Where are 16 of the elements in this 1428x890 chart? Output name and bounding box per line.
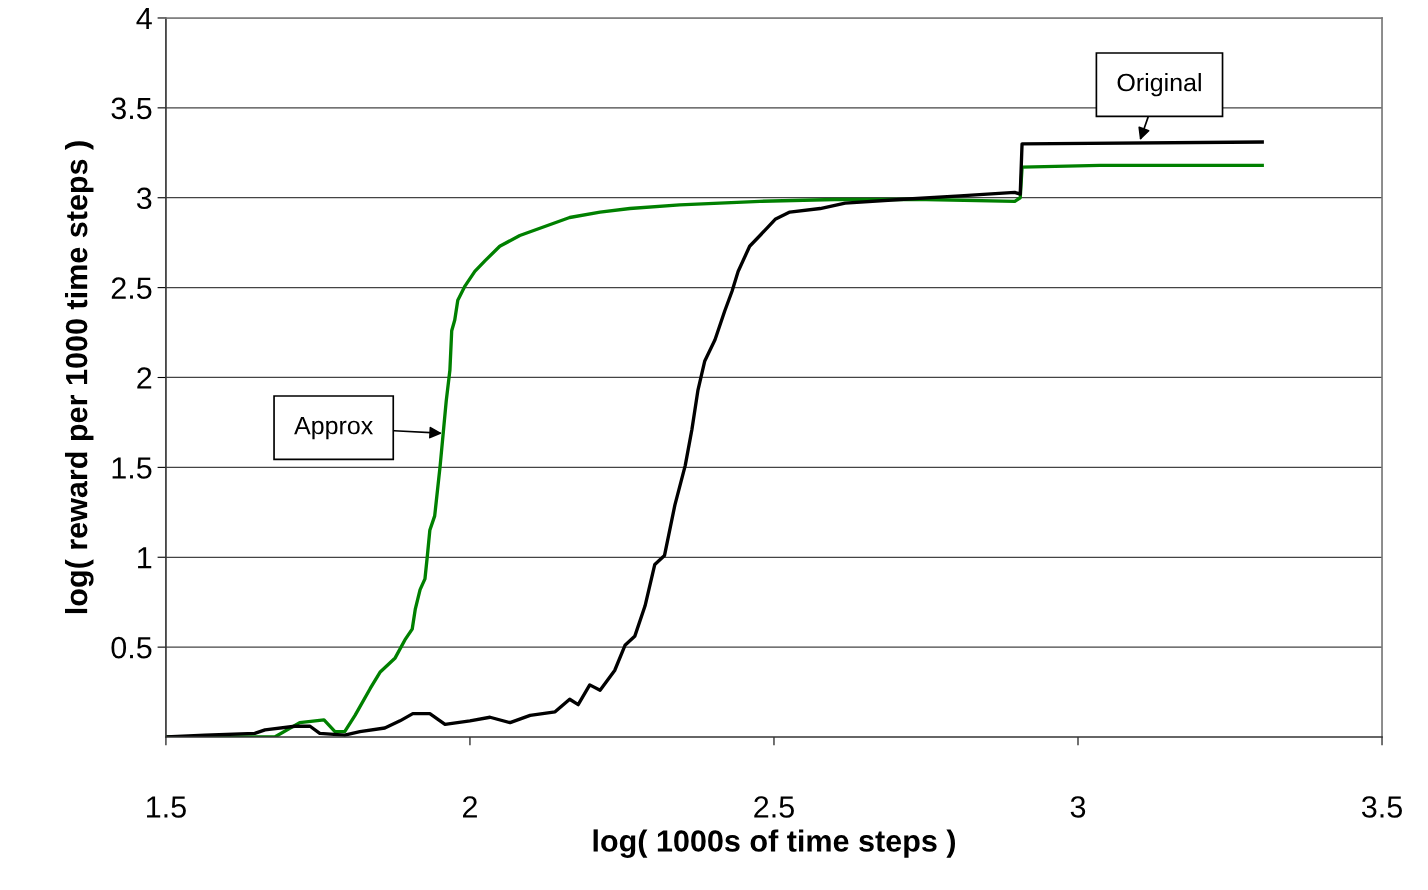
x-axis-title: log( 1000s of time steps )	[593, 829, 956, 858]
y-tick-label: 1.5	[112, 457, 152, 479]
x-tick-label: 2.5	[754, 796, 794, 818]
x-tick-label: 3	[1070, 796, 1086, 818]
y-tick-label: 0.5	[111, 636, 152, 659]
y-tick-label: 2.5	[111, 277, 152, 299]
x-tick-label: 3.5	[1361, 796, 1402, 818]
y-tick-label: 2	[137, 367, 152, 389]
x-tick-label: 2	[463, 796, 477, 818]
annotation: Original	[1117, 73, 1201, 97]
y-tick-label: 4	[136, 8, 152, 30]
y-axis-title: log( reward per 1000 time steps )	[64, 141, 94, 614]
annotation: Approx	[294, 416, 373, 440]
y-tick-label: 1	[138, 547, 152, 569]
y-tick-label: 3	[136, 187, 152, 210]
y-tick-label: 3.5	[111, 97, 152, 120]
